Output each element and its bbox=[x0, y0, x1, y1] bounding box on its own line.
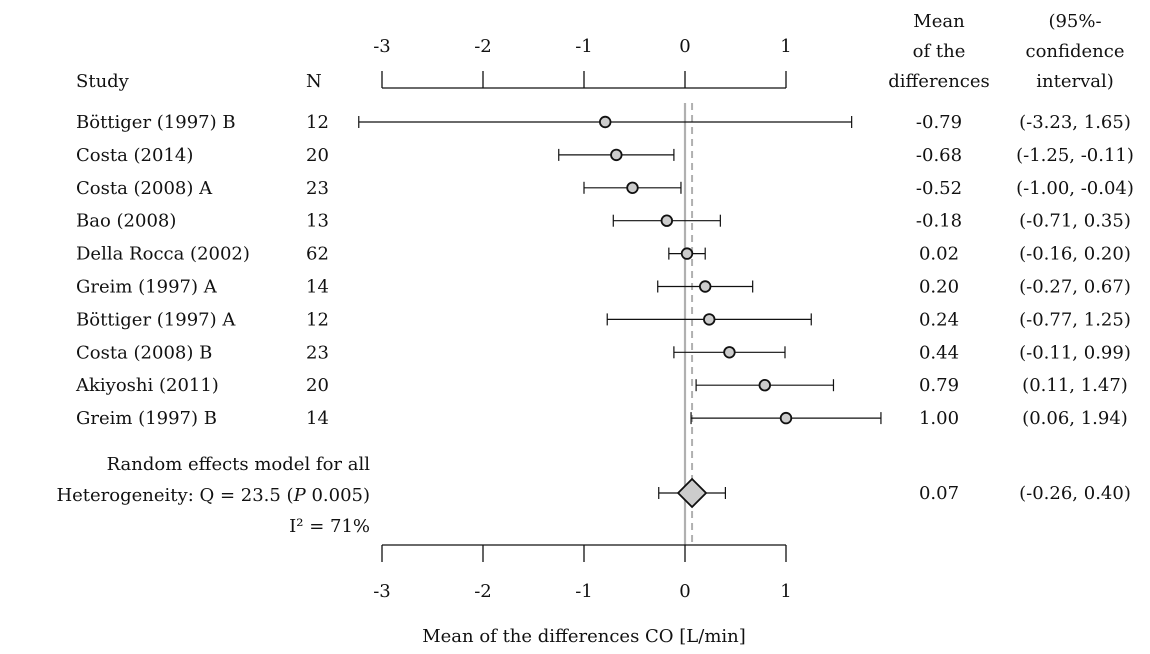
mean-value: 1.00 bbox=[919, 408, 959, 429]
study-name: Greim (1997) B bbox=[76, 408, 217, 429]
bottom-tick-label: 0 bbox=[679, 581, 690, 602]
top-tick-label: -1 bbox=[575, 36, 593, 57]
mean-value: -0.52 bbox=[916, 178, 962, 199]
header-n: N bbox=[306, 71, 322, 92]
mean-value: -0.79 bbox=[916, 112, 962, 133]
ci-value: (-1.00, -0.04) bbox=[1016, 178, 1134, 199]
study-n: 20 bbox=[306, 375, 329, 396]
bottom-tick-label: -2 bbox=[474, 581, 492, 602]
study-name: Costa (2008) B bbox=[76, 342, 212, 363]
summary-mean-value: 0.07 bbox=[919, 483, 959, 504]
summary-diamond bbox=[676, 477, 708, 509]
study-n: 13 bbox=[306, 211, 329, 232]
study-point bbox=[779, 411, 793, 425]
ci-value: (0.11, 1.47) bbox=[1022, 375, 1128, 396]
study-point bbox=[758, 379, 771, 392]
study-n: 20 bbox=[306, 145, 329, 166]
study-name: Bao (2008) bbox=[76, 211, 176, 232]
ci-value: (-3.23, 1.65) bbox=[1019, 112, 1131, 133]
heterogeneity-q: Heterogeneity: Q = 23.5 ( bbox=[56, 485, 293, 506]
heterogeneity-p-value: 0.005) bbox=[306, 485, 370, 506]
ci-value: (-0.16, 0.20) bbox=[1019, 244, 1131, 265]
i-squared-label: I² = 71% bbox=[289, 516, 370, 537]
study-point bbox=[626, 181, 639, 195]
ci-value: (-0.27, 0.67) bbox=[1019, 277, 1131, 298]
study-n: 12 bbox=[306, 112, 329, 133]
study-point bbox=[703, 313, 716, 326]
study-n: 62 bbox=[306, 244, 329, 265]
heterogeneity-label: Heterogeneity: Q = 23.5 (P 0.005) bbox=[56, 485, 370, 506]
mean-value: 0.02 bbox=[919, 244, 959, 265]
study-name: Böttiger (1997) B bbox=[76, 112, 236, 133]
study-point bbox=[599, 115, 612, 129]
study-n: 23 bbox=[306, 178, 329, 199]
study-name: Della Rocca (2002) bbox=[76, 244, 250, 265]
header-ci-line: (95%- bbox=[1048, 11, 1101, 32]
summary-label: Random effects model for all bbox=[107, 454, 371, 475]
study-point bbox=[723, 346, 736, 359]
study-name: Greim (1997) A bbox=[76, 277, 218, 298]
mean-value: -0.68 bbox=[916, 145, 962, 166]
top-tick-label: 1 bbox=[780, 36, 791, 57]
study-name: Costa (2014) bbox=[76, 145, 193, 166]
top-tick-label: 0 bbox=[679, 36, 690, 57]
study-n: 14 bbox=[306, 277, 329, 298]
study-n: 14 bbox=[306, 408, 329, 429]
bottom-tick-label: -1 bbox=[575, 581, 593, 602]
ci-value: (-0.71, 0.35) bbox=[1019, 211, 1131, 232]
header-study: Study bbox=[76, 71, 130, 92]
study-name: Böttiger (1997) A bbox=[76, 309, 236, 330]
study-name: Akiyoshi (2011) bbox=[75, 375, 219, 396]
header-mean-line: Mean bbox=[913, 11, 965, 32]
header-ci-line: confidence bbox=[1025, 41, 1124, 62]
summary-ci-value: (-0.26, 0.40) bbox=[1019, 483, 1131, 504]
top-tick-label: -2 bbox=[474, 36, 492, 57]
top-tick-label: -3 bbox=[373, 36, 391, 57]
mean-value: 0.44 bbox=[919, 342, 959, 363]
mean-value: -0.18 bbox=[916, 211, 962, 232]
study-n: 23 bbox=[306, 342, 329, 363]
bottom-tick-label: -3 bbox=[373, 581, 391, 602]
study-name: Costa (2008) A bbox=[76, 178, 213, 199]
mean-value: 0.79 bbox=[919, 375, 959, 396]
mean-value: 0.20 bbox=[919, 277, 959, 298]
study-point bbox=[660, 214, 674, 227]
ci-value: (-0.77, 1.25) bbox=[1019, 309, 1131, 330]
header-mean-line: of the bbox=[913, 41, 966, 62]
bottom-tick-label: 1 bbox=[780, 581, 791, 602]
heterogeneity-p: P bbox=[293, 485, 307, 506]
header-mean-line: differences bbox=[888, 71, 990, 92]
ci-value: (-1.25, -0.11) bbox=[1016, 145, 1134, 166]
study-point bbox=[699, 280, 712, 293]
mean-value: 0.24 bbox=[919, 309, 959, 330]
ci-value: (-0.11, 0.99) bbox=[1019, 342, 1131, 363]
study-point bbox=[680, 247, 694, 260]
study-n: 12 bbox=[306, 309, 329, 330]
ci-value: (0.06, 1.94) bbox=[1022, 408, 1128, 429]
header-ci-line: interval) bbox=[1036, 71, 1114, 92]
study-point bbox=[610, 148, 623, 162]
x-axis-label: Mean of the differences CO [L/min] bbox=[422, 626, 746, 647]
